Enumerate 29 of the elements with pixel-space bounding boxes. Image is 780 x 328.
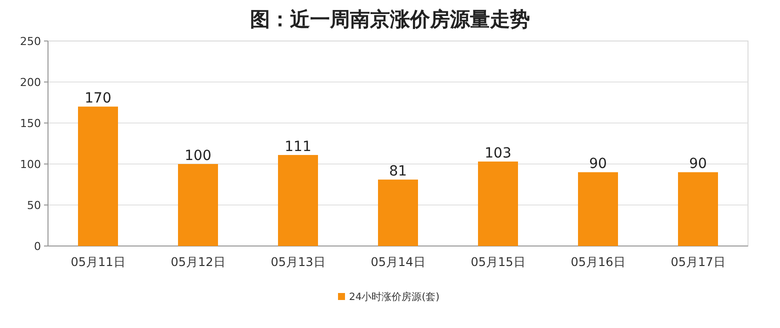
bar: [578, 172, 618, 246]
x-tick-label: 05月11日: [70, 255, 126, 269]
bar: [78, 106, 118, 246]
x-tick-label: 05月13日: [270, 255, 326, 269]
bar: [678, 172, 718, 246]
legend-label: 24小时涨价房源(套): [349, 291, 440, 303]
bar: [378, 180, 418, 246]
data-label: 111: [284, 138, 312, 155]
data-label: 81: [389, 164, 407, 180]
x-tick-label: 05月12日: [170, 255, 226, 269]
x-tick-label: 05月17日: [670, 255, 726, 269]
data-label: 90: [689, 156, 707, 172]
y-tick-label: 250: [20, 35, 41, 48]
y-tick-label: 0: [34, 240, 41, 253]
bar: [478, 162, 518, 246]
y-tick-label: 150: [20, 117, 41, 130]
x-tick-label: 05月14日: [370, 255, 426, 269]
bar: [278, 154, 318, 246]
y-tick-label: 100: [20, 158, 41, 171]
data-label: 100: [184, 148, 212, 164]
bar: [178, 164, 218, 246]
chart-title: 图：近一周南京涨价房源量走势: [250, 7, 530, 31]
x-tick-label: 05月15日: [470, 255, 526, 269]
data-label: 90: [589, 156, 607, 172]
data-label: 170: [84, 90, 112, 107]
y-tick-label: 50: [27, 199, 41, 212]
x-tick-label: 05月16日: [570, 255, 626, 269]
data-label: 103: [484, 146, 512, 162]
y-tick-label: 200: [20, 76, 41, 89]
